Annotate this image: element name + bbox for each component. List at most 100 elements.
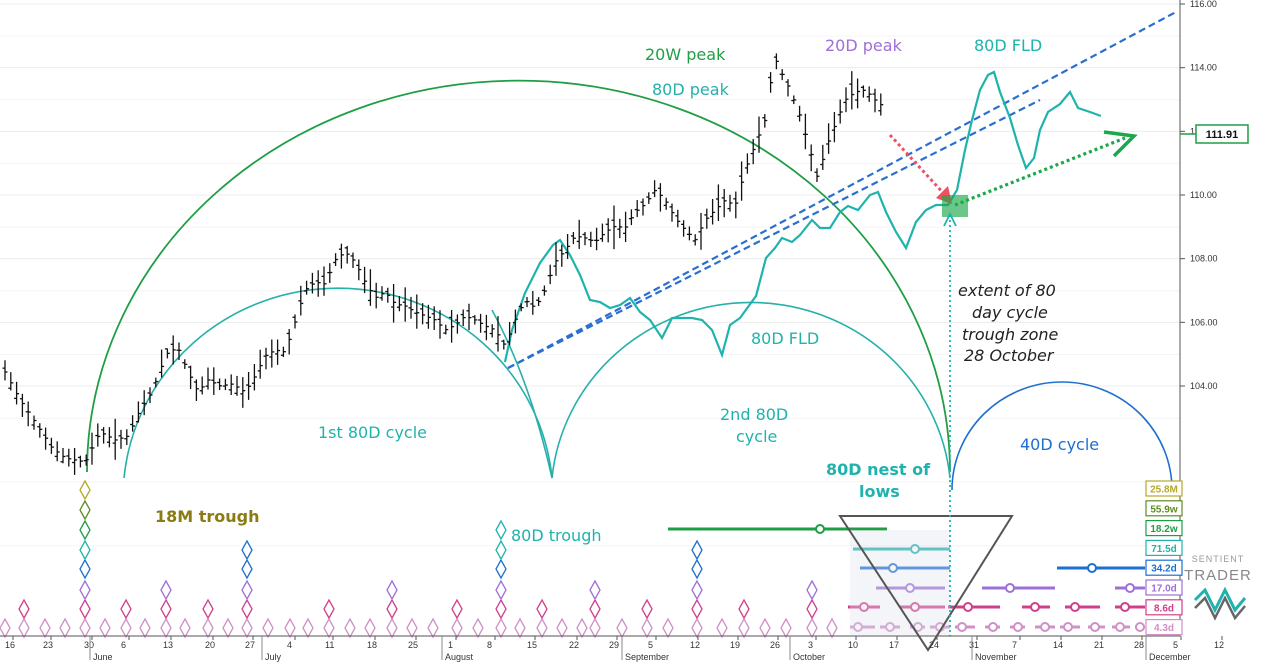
trough-zone-shade bbox=[850, 530, 950, 635]
trough-diamond-5d bbox=[472, 617, 484, 639]
x-tick-label: 15 bbox=[527, 640, 537, 650]
arc-40d bbox=[951, 381, 1173, 491]
range-34d-b-marker bbox=[1087, 563, 1097, 573]
legend-box bbox=[1145, 559, 1183, 576]
range-4d-marker bbox=[853, 622, 863, 632]
trend-lines bbox=[507, 11, 1177, 369]
trough-diamond-5d bbox=[262, 617, 274, 639]
extent-label-line1: extent of 80 bbox=[958, 281, 1056, 300]
trough-diamond-5d bbox=[59, 617, 71, 639]
last-price-badge: 111.91 bbox=[1180, 124, 1249, 144]
trough-diamond-20d bbox=[806, 579, 818, 601]
trough-diamond-80d bbox=[495, 539, 507, 561]
legend-box bbox=[1145, 519, 1183, 537]
trough-diamond-20d bbox=[160, 617, 172, 639]
x-tick-label: 20 bbox=[205, 640, 215, 650]
x-tick-label: 10 bbox=[848, 640, 858, 650]
x-tick-label: 25 bbox=[408, 640, 418, 650]
peak-20w-label: 20W peak bbox=[645, 45, 726, 64]
trough-diamond-5d bbox=[759, 617, 771, 639]
x-tick-label: 1 bbox=[448, 640, 453, 650]
trough-diamond-5d bbox=[556, 617, 568, 639]
trough-diamond-80d bbox=[495, 519, 507, 541]
trough-diamond-18m bbox=[79, 579, 91, 601]
legend-label: 55.9w bbox=[1150, 504, 1177, 515]
x-tick-label: 16 bbox=[5, 640, 15, 650]
range-4d-marker bbox=[1040, 622, 1050, 632]
x-tick-label: 30 bbox=[84, 640, 94, 650]
trough-diamond-5d bbox=[344, 617, 356, 639]
up-forecast-arrowhead bbox=[1103, 130, 1138, 158]
x-tick-label: 31 bbox=[969, 640, 979, 650]
trough-diamond-10d bbox=[738, 598, 750, 620]
time-axis: 16 23 30 6 13 20 27 4 11 18 25 1 8 15 22 29 5 12 19 26 3 10 17… bbox=[5, 636, 1224, 662]
month-label: December bbox=[1149, 652, 1191, 662]
trough-diamond-10d bbox=[18, 598, 30, 620]
brand-mark-shadow bbox=[1194, 595, 1246, 621]
trough-diamond-80d bbox=[495, 558, 507, 580]
price-axis: 116.00114.00112.00110.00108.00106.00104.… bbox=[1180, 0, 1218, 391]
range-4d-marker bbox=[957, 622, 967, 632]
trough-diamond-5d bbox=[0, 617, 11, 639]
extent-label-line3: trough zone bbox=[962, 325, 1058, 344]
x-tick-label: 18 bbox=[367, 640, 377, 650]
trough-diamond-18m bbox=[79, 519, 91, 541]
range-8d-marker bbox=[963, 602, 973, 612]
trough-diamond-5d bbox=[716, 617, 728, 639]
trough-range-bars bbox=[668, 524, 1145, 635]
trough-diamond-20d bbox=[160, 598, 172, 620]
trough-diamond-20d bbox=[160, 579, 172, 601]
x-tick-label: 22 bbox=[569, 640, 579, 650]
trough-diamond-10d bbox=[536, 617, 548, 639]
x-tick-label: 28 bbox=[1134, 640, 1144, 650]
x-tick-label: 8 bbox=[487, 640, 492, 650]
trough-diamond-80d bbox=[495, 579, 507, 601]
trough-diamond-20d bbox=[806, 617, 818, 639]
trough-diamond-40d bbox=[241, 579, 253, 601]
trough-diamond-40d bbox=[241, 598, 253, 620]
y-tick-label: 106.00 bbox=[1190, 317, 1218, 327]
x-tick-label: 24 bbox=[929, 640, 939, 650]
month-label: June bbox=[93, 652, 113, 662]
last-price-value: 111.91 bbox=[1206, 129, 1238, 141]
trough-diamond-40d bbox=[691, 617, 703, 639]
legend-box bbox=[1145, 500, 1183, 517]
trough-diamond-40d bbox=[691, 598, 703, 620]
x-tick-label: 3 bbox=[808, 640, 813, 650]
month-label: September bbox=[625, 652, 669, 662]
lower-trend-line bbox=[507, 99, 1041, 369]
trough-diamond-18m bbox=[79, 617, 91, 639]
trough-diamond-10d bbox=[202, 617, 214, 639]
month-label: August bbox=[445, 652, 474, 662]
trough-diamond-40d bbox=[691, 558, 703, 580]
x-tick-label: 7 bbox=[1012, 640, 1017, 650]
trough-diamond-80d bbox=[495, 598, 507, 620]
trough-diamond-10d bbox=[451, 598, 463, 620]
fld-line bbox=[503, 70, 1102, 363]
trough-diamond-10d bbox=[120, 598, 132, 620]
range-17d-b-marker bbox=[1005, 583, 1015, 593]
trough-diamond-80d bbox=[495, 617, 507, 639]
y-tick-label: 110.00 bbox=[1190, 190, 1217, 200]
trough-diamond-18m bbox=[79, 479, 91, 501]
trough-diamond-5d bbox=[826, 617, 838, 639]
x-tick-label: 12 bbox=[1214, 640, 1224, 650]
legend-box bbox=[1145, 599, 1183, 616]
brand-logo: SENTIENT TRADER bbox=[1184, 554, 1251, 621]
x-tick-label: 14 bbox=[1053, 640, 1063, 650]
x-tick-label: 12 bbox=[690, 640, 700, 650]
price-bars bbox=[2, 53, 884, 475]
legend-label: 71.5d bbox=[1151, 544, 1177, 555]
trough-diamond-10d bbox=[323, 598, 335, 620]
cycle-40d-label: 40D cycle bbox=[1020, 435, 1099, 454]
legend-label: 17.0d bbox=[1151, 584, 1177, 595]
trough-diamond-18m bbox=[79, 558, 91, 580]
trough-diamond-18m bbox=[79, 598, 91, 620]
range-18w-marker bbox=[815, 524, 825, 534]
trough-diamond-5d bbox=[576, 617, 588, 639]
trough-diamond-20d bbox=[386, 617, 398, 639]
trough-diamond-10d bbox=[641, 598, 653, 620]
trough-diamond-10d bbox=[323, 617, 335, 639]
x-tick-label: 26 bbox=[770, 640, 780, 650]
trough-diamond-40d bbox=[691, 539, 703, 561]
